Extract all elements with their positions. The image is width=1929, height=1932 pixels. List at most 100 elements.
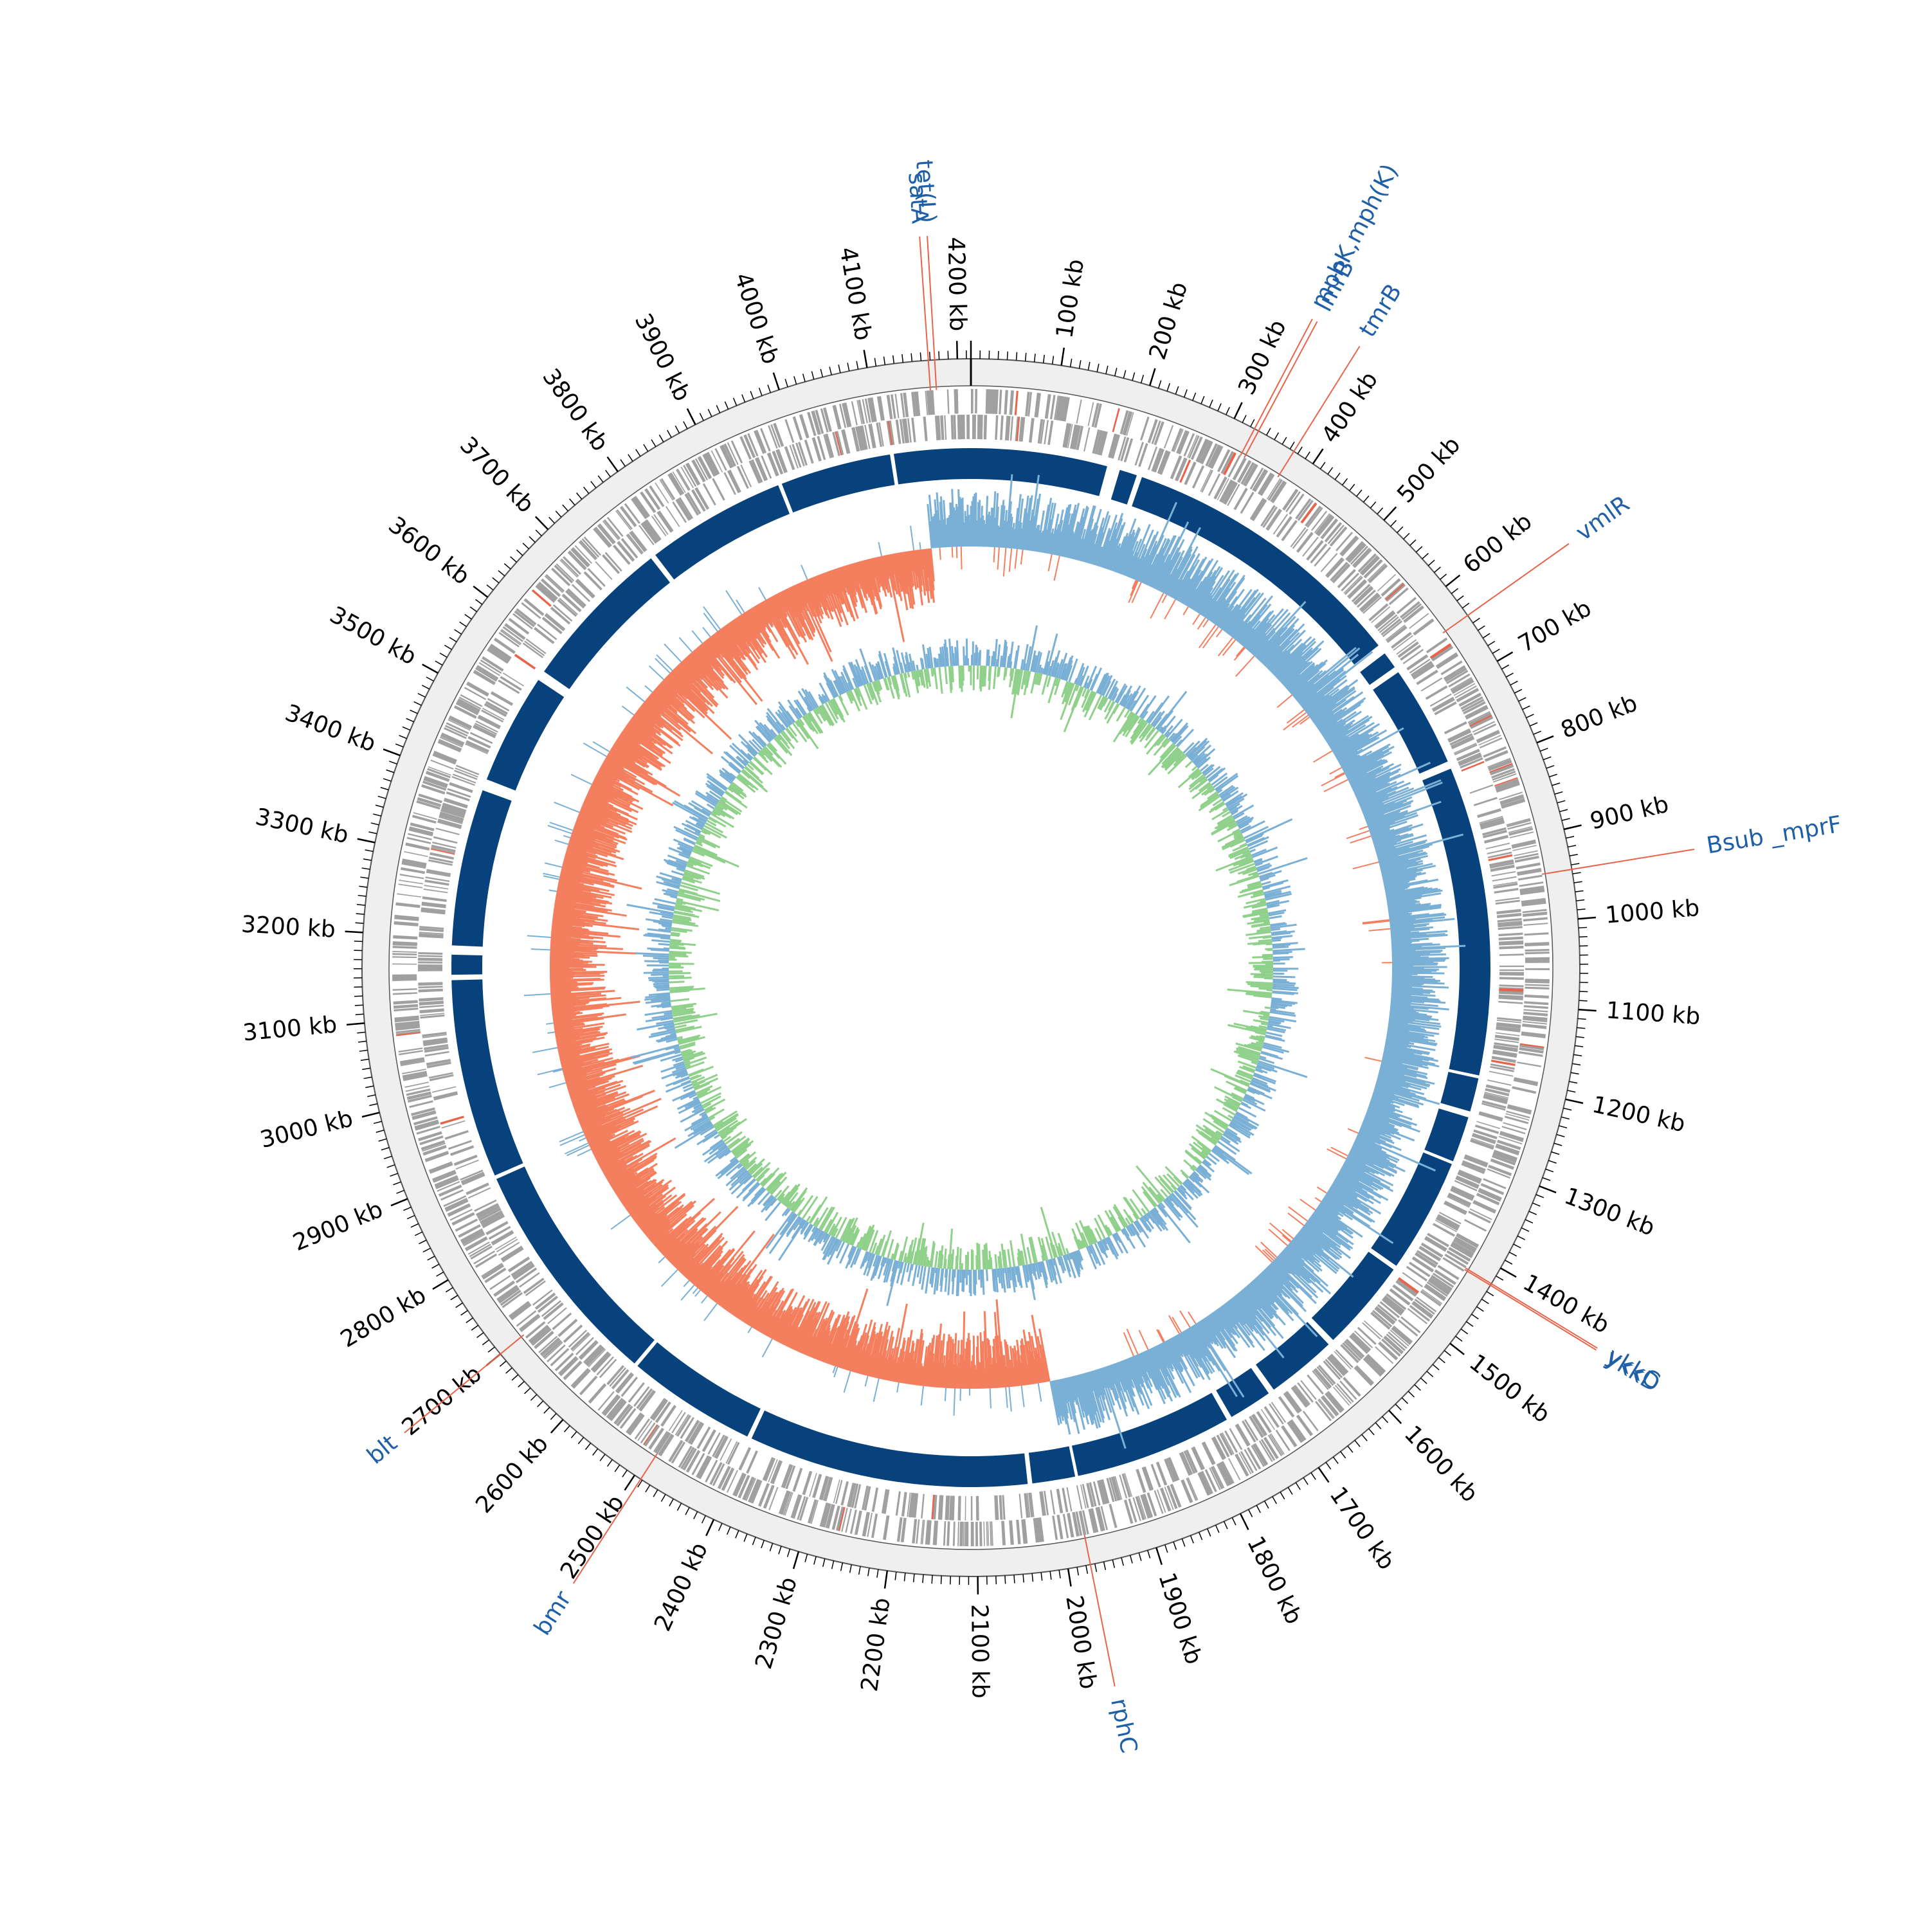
minor-tick — [456, 1303, 463, 1308]
minor-tick — [661, 1494, 666, 1501]
major-tick — [1446, 575, 1460, 587]
minor-tick — [358, 1041, 367, 1042]
minor-tick — [1357, 490, 1362, 496]
tick-label: 400 kb — [1317, 367, 1383, 448]
minor-tick — [1377, 508, 1383, 514]
minor-tick — [838, 365, 840, 373]
tick-label: 2900 kb — [289, 1196, 386, 1257]
minor-tick — [1023, 1575, 1024, 1583]
minor-tick — [805, 1554, 807, 1562]
minor-tick — [354, 941, 363, 942]
tick-label: 100 kb — [1051, 257, 1089, 340]
minor-tick — [667, 430, 671, 437]
minor-tick — [359, 886, 367, 887]
major-tick — [706, 1519, 714, 1535]
minor-tick — [1559, 1126, 1568, 1128]
minor-tick — [374, 1121, 382, 1123]
minor-tick — [363, 859, 372, 860]
minor-tick — [397, 1190, 404, 1193]
minor-tick — [390, 1173, 397, 1176]
minor-tick — [694, 1512, 698, 1519]
minor-tick — [383, 779, 391, 781]
minor-tick — [577, 493, 582, 500]
minor-tick — [1534, 731, 1541, 734]
minor-tick — [371, 823, 379, 825]
cds-feature — [418, 961, 442, 963]
minor-tick — [591, 482, 596, 488]
minor-tick — [1568, 845, 1576, 847]
minor-tick — [584, 487, 589, 493]
minor-tick — [725, 402, 728, 410]
minor-tick — [1071, 359, 1072, 367]
minor-tick — [1575, 890, 1584, 892]
major-tick — [345, 932, 363, 933]
minor-tick — [1265, 1501, 1269, 1508]
minor-tick — [1509, 1252, 1516, 1256]
gc-content-bar — [980, 650, 981, 665]
minor-tick — [998, 351, 999, 359]
minor-tick — [1305, 452, 1310, 459]
minor-tick — [1218, 403, 1221, 411]
minor-tick — [1457, 596, 1463, 601]
minor-tick — [1488, 641, 1495, 646]
major-tick — [391, 1199, 408, 1206]
minor-tick — [1543, 1178, 1550, 1180]
tick-label: 1800 kb — [1242, 1532, 1307, 1629]
minor-tick — [365, 850, 374, 851]
minor-tick — [1132, 372, 1134, 381]
minor-tick — [788, 1549, 790, 1557]
minor-tick — [1526, 714, 1534, 718]
minor-tick — [493, 577, 499, 582]
minor-tick — [384, 1156, 392, 1159]
minor-tick — [841, 1563, 843, 1571]
minor-tick — [823, 1558, 825, 1567]
minor-tick — [752, 1537, 756, 1545]
minor-tick — [847, 363, 849, 371]
minor-tick — [411, 1223, 419, 1227]
minor-tick — [418, 694, 426, 698]
major-tick — [347, 1023, 365, 1025]
minor-tick — [1274, 433, 1278, 440]
minor-tick — [1554, 1143, 1562, 1146]
minor-tick — [376, 805, 384, 807]
minor-tick — [1529, 1211, 1537, 1214]
minor-tick — [369, 832, 377, 834]
minor-tick — [700, 413, 703, 421]
tick-label: 900 kb — [1588, 791, 1671, 835]
minor-tick — [1530, 723, 1537, 726]
minor-tick — [500, 1361, 506, 1366]
minor-tick — [506, 1368, 512, 1374]
minor-tick — [428, 1256, 435, 1260]
minor-tick — [536, 530, 541, 536]
minor-tick — [785, 379, 788, 386]
minor-tick — [1296, 1483, 1300, 1490]
major-tick — [1319, 1468, 1329, 1483]
minor-tick — [644, 444, 648, 451]
minor-tick — [1572, 1063, 1580, 1065]
minor-tick — [1050, 1571, 1051, 1580]
major-tick — [625, 1475, 635, 1490]
minor-tick — [1402, 1398, 1408, 1404]
minor-tick — [1088, 362, 1090, 370]
minor-tick — [895, 1572, 896, 1580]
minor-tick — [378, 796, 386, 799]
minor-tick — [1224, 1521, 1227, 1529]
minor-tick — [1209, 400, 1213, 408]
major-tick — [358, 839, 375, 843]
minor-tick — [1328, 467, 1333, 474]
minor-tick — [414, 701, 422, 705]
minor-tick — [1514, 689, 1522, 693]
minor-tick — [504, 564, 511, 570]
minor-tick — [653, 1490, 658, 1497]
minor-tick — [1216, 1525, 1219, 1533]
minor-tick — [1433, 1364, 1439, 1369]
tick-label: 2200 kb — [856, 1596, 896, 1693]
minor-tick — [1121, 1558, 1123, 1566]
minor-tick — [1514, 1244, 1521, 1248]
minor-tick — [437, 1272, 444, 1277]
tick-label: 500 kb — [1392, 432, 1465, 509]
minor-tick — [884, 357, 885, 365]
gc-skew-bar — [939, 548, 940, 560]
minor-tick — [1191, 1535, 1194, 1543]
